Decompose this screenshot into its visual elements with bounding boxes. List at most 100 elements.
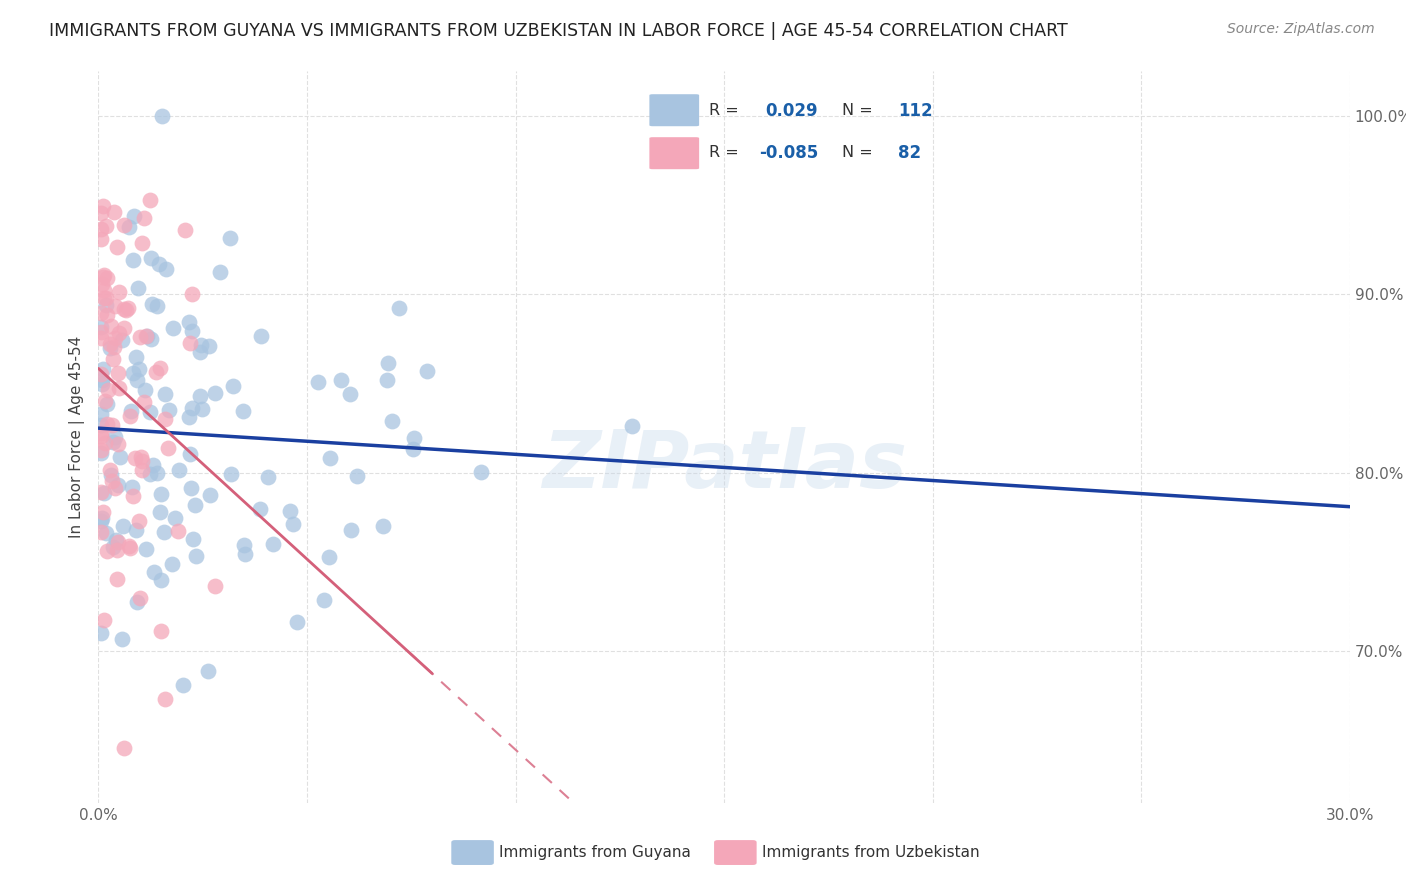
Point	[89, 442, 111, 457]
Point	[107, 478, 129, 492]
Point	[131, 454, 153, 468]
Point	[93, 485, 115, 500]
Point	[121, 480, 143, 494]
Point	[90, 377, 112, 392]
Point	[157, 402, 180, 417]
Point	[142, 458, 165, 473]
Point	[93, 362, 115, 376]
Point	[318, 451, 340, 466]
Point	[132, 395, 155, 409]
Point	[142, 565, 165, 579]
Text: Immigrants from Guyana: Immigrants from Guyana	[499, 845, 690, 860]
Text: Source: ZipAtlas.com: Source: ZipAtlas.com	[1227, 22, 1375, 37]
Point	[222, 379, 245, 393]
Point	[318, 549, 340, 564]
Point	[145, 365, 167, 379]
Text: Immigrants from Uzbekistan: Immigrants from Uzbekistan	[762, 845, 979, 860]
Point	[90, 407, 112, 421]
Point	[186, 549, 208, 564]
Point	[100, 319, 122, 334]
Point	[150, 624, 173, 639]
Point	[122, 367, 145, 381]
Point	[100, 468, 122, 483]
Point	[107, 535, 129, 549]
Point	[339, 387, 361, 401]
Point	[181, 287, 204, 301]
Point	[135, 542, 157, 557]
Point	[233, 547, 256, 561]
Point	[257, 469, 280, 483]
Point	[208, 265, 231, 279]
Point	[96, 544, 118, 558]
Point	[93, 291, 115, 305]
Point	[377, 373, 399, 387]
Point	[179, 447, 201, 461]
Point	[190, 401, 212, 416]
Point	[153, 412, 176, 426]
Point	[105, 572, 128, 586]
Point	[250, 328, 273, 343]
Point	[103, 540, 125, 554]
Point	[131, 235, 153, 250]
Point	[129, 330, 152, 344]
Point	[104, 331, 127, 345]
Point	[150, 573, 173, 587]
Point	[103, 340, 125, 354]
Point	[93, 394, 115, 409]
Point	[162, 320, 184, 334]
Point	[146, 467, 169, 481]
Point	[91, 511, 114, 525]
Point	[262, 536, 284, 550]
Point	[188, 388, 211, 402]
Point	[127, 373, 149, 387]
Point	[330, 373, 353, 387]
Point	[149, 361, 172, 376]
Point	[89, 418, 111, 433]
Point	[312, 593, 335, 607]
Point	[120, 409, 142, 424]
Point	[100, 418, 122, 433]
Point	[90, 425, 112, 440]
Point	[233, 538, 256, 552]
Point	[198, 487, 221, 501]
Point	[416, 364, 439, 378]
Point	[118, 541, 141, 555]
Point	[124, 523, 146, 537]
Point	[105, 542, 128, 557]
Point	[112, 741, 135, 756]
Point	[346, 468, 368, 483]
Point	[101, 435, 124, 450]
Point	[96, 417, 118, 431]
Point	[103, 205, 125, 219]
Point	[219, 231, 242, 245]
Point	[173, 222, 195, 236]
Point	[108, 450, 131, 464]
Point	[127, 281, 149, 295]
Point	[136, 329, 159, 343]
Point	[112, 301, 135, 316]
Point	[283, 516, 305, 531]
Point	[278, 504, 301, 518]
Y-axis label: In Labor Force | Age 45-54: In Labor Force | Age 45-54	[69, 336, 84, 538]
Point	[96, 397, 118, 411]
Point	[181, 532, 204, 546]
Point	[184, 499, 207, 513]
Point	[177, 410, 200, 425]
Point	[91, 505, 114, 519]
Point	[128, 362, 150, 376]
Point	[249, 502, 271, 516]
Point	[112, 321, 135, 335]
Point	[97, 383, 120, 397]
Point	[98, 462, 121, 476]
Point	[141, 297, 163, 311]
Point	[107, 437, 129, 451]
Point	[180, 481, 202, 495]
Point	[94, 525, 117, 540]
Point	[93, 613, 115, 627]
Point	[107, 381, 129, 395]
Point	[91, 269, 114, 284]
Point	[153, 525, 176, 540]
Point	[188, 345, 211, 359]
Point	[172, 678, 194, 692]
Point	[285, 615, 308, 629]
